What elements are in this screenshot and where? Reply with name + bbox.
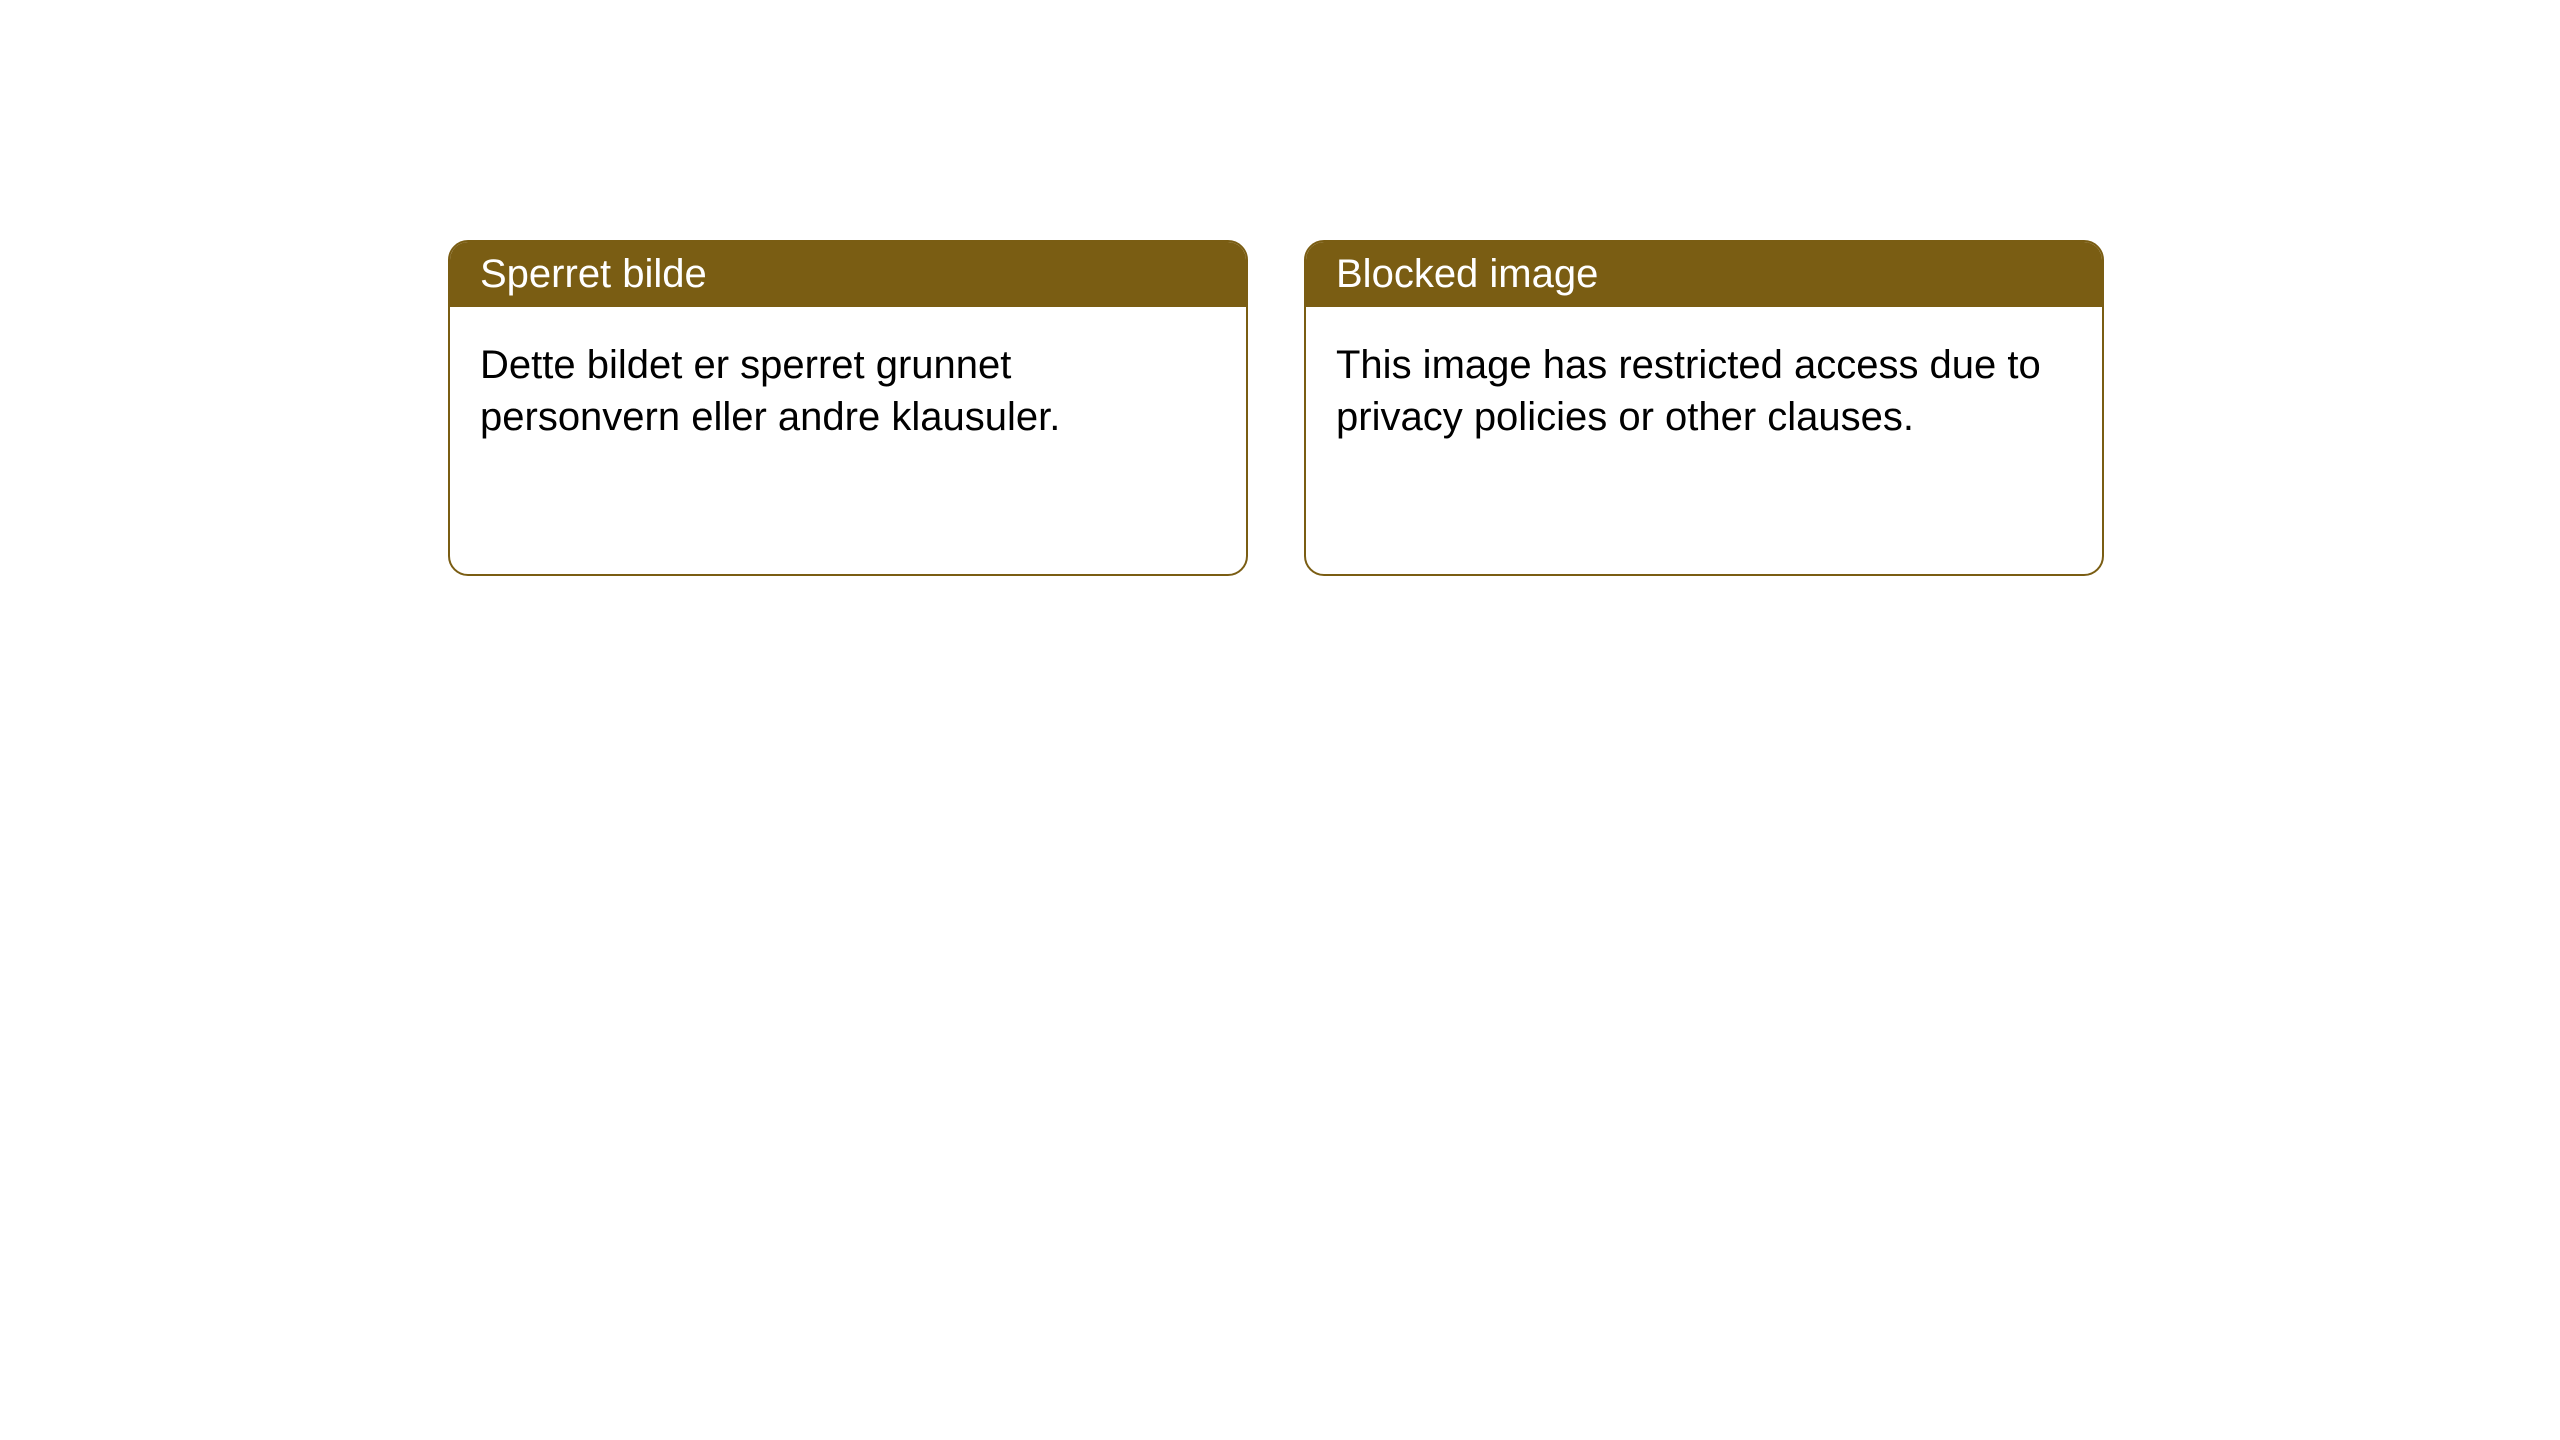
- notice-card-english: Blocked image This image has restricted …: [1304, 240, 2104, 576]
- notice-header: Blocked image: [1306, 242, 2102, 307]
- notice-container: Sperret bilde Dette bildet er sperret gr…: [448, 240, 2104, 576]
- notice-body: Dette bildet er sperret grunnet personve…: [450, 307, 1246, 475]
- notice-card-norwegian: Sperret bilde Dette bildet er sperret gr…: [448, 240, 1248, 576]
- notice-header: Sperret bilde: [450, 242, 1246, 307]
- notice-body: This image has restricted access due to …: [1306, 307, 2102, 475]
- notice-title: Sperret bilde: [480, 252, 707, 296]
- notice-title: Blocked image: [1336, 252, 1598, 296]
- notice-body-text: Dette bildet er sperret grunnet personve…: [480, 343, 1060, 439]
- notice-body-text: This image has restricted access due to …: [1336, 343, 2041, 439]
